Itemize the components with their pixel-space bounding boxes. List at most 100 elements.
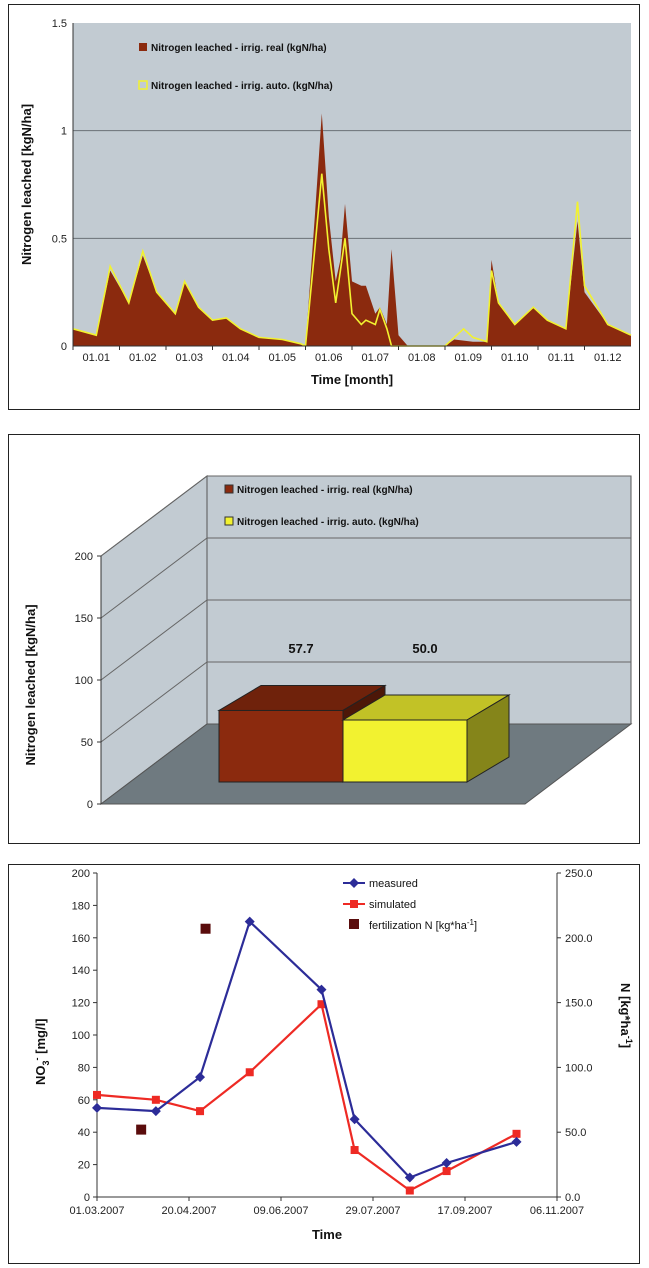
- x-tick-label: 01.03.2007: [69, 1205, 124, 1217]
- x-tick-label: 01.02: [129, 352, 157, 364]
- x-tick-label: 01.07: [361, 352, 389, 364]
- simulated-point: [93, 1090, 101, 1099]
- measured-point: [150, 1106, 161, 1117]
- measured-point: [441, 1157, 452, 1168]
- y-tick-label: 100: [72, 1030, 90, 1042]
- x-tick-label: 01.05: [268, 352, 296, 364]
- series-auto-line: [72, 173, 632, 348]
- legend-swatch-real: [139, 43, 147, 51]
- simulated-point: [442, 1167, 451, 1176]
- measured-point: [404, 1172, 415, 1183]
- legend-label-real: Nitrogen leached - irrig. real (kgN/ha): [151, 43, 327, 54]
- series-measured-line: [96, 919, 517, 1179]
- chart-panel-timeseries: 0 0.5 1 1.5 01.01 01.02 01.03 01.04 01.05 01.06 01…: [8, 4, 640, 410]
- measured-point: [511, 1136, 522, 1147]
- gridline: [100, 661, 631, 743]
- y-axis-title: NO3- [mg/l]: [32, 1018, 51, 1085]
- simulated-point: [350, 1146, 359, 1155]
- legend-label-simulated: simulated: [369, 899, 416, 911]
- x-tick-label: 01.11: [548, 352, 575, 364]
- simulated-point: [317, 1000, 326, 1009]
- fertilization-point: [200, 923, 211, 934]
- y2-tick-label: 250.0: [565, 868, 593, 880]
- x-tick-label: 01.09: [454, 352, 482, 364]
- x-tick-label: 01.03: [175, 352, 203, 364]
- legend-marker-fertilization: [349, 919, 359, 929]
- gridline: [100, 599, 631, 681]
- x-axis-title: Time: [312, 1227, 342, 1242]
- legend-swatch-auto: [138, 80, 148, 90]
- gridline: [100, 475, 631, 557]
- x-tick-label: 09.06.2007: [253, 1205, 308, 1217]
- legend-label-0: Nitrogen leached - irrig. real (kgN/ha): [237, 485, 413, 496]
- x-tick-label: 29.07.2007: [345, 1205, 400, 1217]
- simulated-point: [196, 1107, 205, 1116]
- x-tick-label: 01.04: [222, 352, 250, 364]
- simulated-point: [405, 1186, 414, 1195]
- y-tick-label: 0: [87, 799, 93, 811]
- data-label-1: 50.0: [412, 641, 437, 656]
- x-tick-label: 01.12: [594, 352, 622, 364]
- x-tick-label: 01.06: [315, 352, 343, 364]
- y-tick-label: 140: [72, 965, 90, 977]
- x-tick-label: 01.10: [501, 352, 529, 364]
- legend-marker-simulated: [350, 900, 358, 908]
- legend-label-measured: measured: [369, 878, 418, 890]
- legend-label-auto: Nitrogen leached - irrig. auto. (kgN/ha): [151, 81, 333, 92]
- legend-swatch-0: [224, 484, 234, 494]
- line-chart: 0 20 40 60 80 100 120 140 160 180 200 0.0 50.0 100.0 1…: [32, 868, 634, 1242]
- gridline: [100, 537, 631, 619]
- y-tick-label: 0: [61, 341, 67, 353]
- legend-label-fertilization: fertilization N [kg*ha-1]: [369, 918, 477, 932]
- bar-chart-3d: 0 50 100 150 200 Nitrogen leached [kgN/ha] 57.…: [23, 474, 633, 811]
- measured-point: [195, 1072, 206, 1083]
- bar-front-1: [342, 719, 468, 783]
- bar-front-0: [218, 709, 344, 783]
- series-simulated-line: [96, 1002, 518, 1192]
- y-tick-label: 20: [78, 1160, 90, 1172]
- y-tick-label: 60: [78, 1095, 90, 1107]
- chart-panel-totals: 0 50 100 150 200 Nitrogen leached [kgN/ha] 57.…: [8, 434, 640, 844]
- y-axis-title: Nitrogen leached [kgN/ha]: [19, 104, 34, 265]
- y2-tick-label: 200.0: [565, 933, 593, 945]
- simulated-point: [245, 1068, 254, 1077]
- simulated-point: [151, 1095, 160, 1104]
- y-tick-label: 1: [61, 126, 67, 138]
- series-real-area: [73, 113, 631, 347]
- y-tick-label: 100: [75, 675, 93, 687]
- y-tick-label: 200: [72, 868, 90, 880]
- x-tick-label: 01.08: [408, 352, 436, 364]
- y2-axis-title: N [kg*ha-1]: [618, 983, 634, 1048]
- data-label-0: 57.7: [288, 641, 313, 656]
- y-tick-label: 120: [72, 998, 90, 1010]
- y2-tick-label: 0.0: [565, 1192, 580, 1204]
- y2-tick-label: 150.0: [565, 998, 593, 1010]
- measured-point: [244, 916, 255, 927]
- y-tick-label: 180: [72, 900, 90, 912]
- measured-point: [92, 1102, 102, 1113]
- y-tick-label: 0.5: [52, 233, 67, 245]
- measured-point: [349, 1114, 360, 1125]
- x-tick-label: 06.11.2007: [530, 1205, 584, 1217]
- y-tick-label: 80: [78, 1062, 90, 1074]
- x-tick-label: 20.04.2007: [161, 1205, 216, 1217]
- y-tick-label: 160: [72, 933, 90, 945]
- fertilization-point: [136, 1124, 147, 1135]
- simulated-point: [512, 1129, 521, 1138]
- legend-label-1: Nitrogen leached - irrig. auto. (kgN/ha): [237, 517, 419, 528]
- y-tick-label: 150: [75, 613, 93, 625]
- y-tick-label: 40: [78, 1127, 90, 1139]
- x-axis-title: Time [month]: [311, 372, 393, 387]
- legend-swatch-1: [224, 516, 234, 526]
- y2-tick-label: 50.0: [565, 1127, 586, 1139]
- x-tick-label: 01.01: [82, 352, 110, 364]
- chart-panel-nitrate: 0 20 40 60 80 100 120 140 160 180 200 0.0 50.0 100.0 1…: [8, 864, 640, 1264]
- y-tick-label: 50: [81, 737, 93, 749]
- y-axis-title: Nitrogen leached [kgN/ha]: [23, 604, 38, 765]
- area-chart: 0 0.5 1 1.5 01.01 01.02 01.03 01.04 01.05 01.06 01…: [19, 18, 632, 387]
- y-tick-label: 200: [75, 551, 93, 563]
- y-tick-label: 0: [84, 1192, 90, 1204]
- measured-point: [316, 984, 327, 995]
- x-tick-label: 17.09.2007: [437, 1205, 492, 1217]
- legend-marker-measured: [349, 878, 359, 888]
